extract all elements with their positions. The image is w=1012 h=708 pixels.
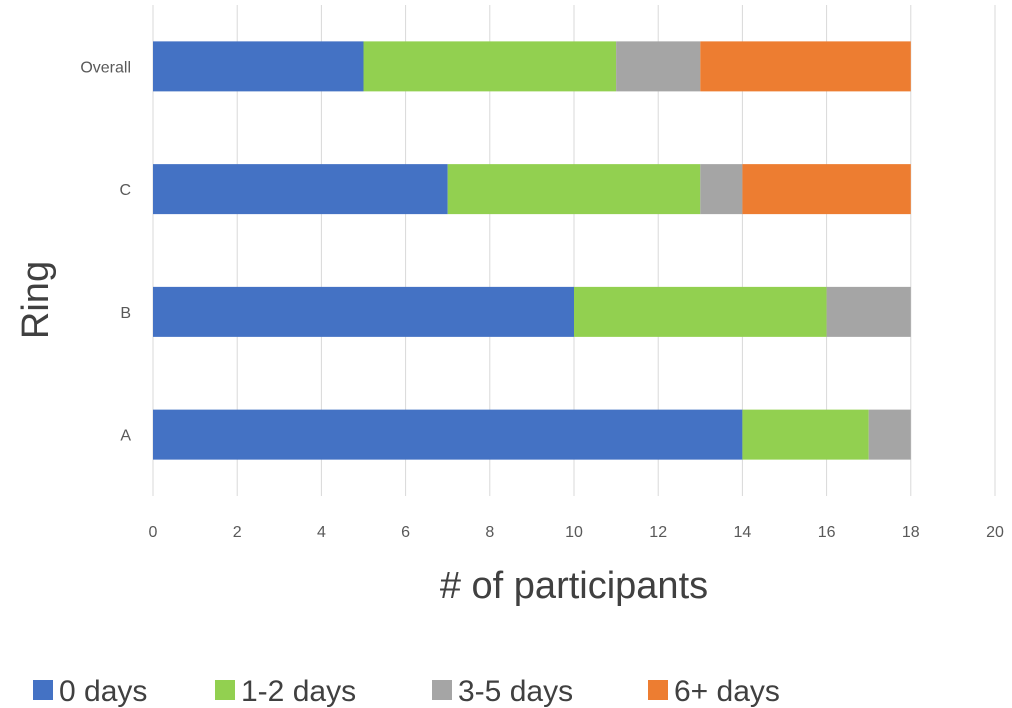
bar-segment [363, 41, 617, 92]
y-category-label: B [120, 305, 131, 322]
bar-segment [700, 41, 911, 92]
bar-segment [742, 409, 869, 460]
legend-label: 3-5 days [458, 675, 573, 708]
y-axis-title: Ring [15, 261, 57, 339]
x-tick-label: 18 [902, 524, 920, 541]
bar-segment [616, 41, 701, 92]
bars [153, 41, 911, 460]
bar-segment [153, 286, 574, 337]
x-tick-label: 2 [233, 524, 242, 541]
x-tick-label: 0 [149, 524, 158, 541]
legend-label: 1-2 days [241, 675, 356, 708]
legend-label: 6+ days [674, 675, 780, 708]
y-category-label: A [120, 428, 131, 445]
x-tick-label: 10 [565, 524, 583, 541]
bar-segment [153, 409, 743, 460]
legend: 0 days 1-2 days 3-5 days 6+ days [33, 675, 780, 708]
bar-segment [574, 286, 827, 337]
x-axis-title: # of participants [440, 565, 708, 607]
x-tick-labels: 0 2 4 6 8 10 12 14 16 18 20 [149, 524, 1004, 541]
bar-segment [153, 41, 364, 92]
legend-swatch [432, 680, 452, 700]
bar-segment [826, 286, 911, 337]
legend-label: 0 days [59, 675, 147, 708]
x-tick-label: 6 [401, 524, 410, 541]
x-tick-label: 16 [818, 524, 836, 541]
legend-swatch [33, 680, 53, 700]
x-tick-label: 12 [649, 524, 667, 541]
x-tick-label: 14 [734, 524, 752, 541]
y-category-label: Overall [80, 59, 131, 76]
bar-segment [447, 164, 701, 215]
x-tick-label: 8 [485, 524, 494, 541]
bar-segment [700, 164, 743, 215]
category-labels: A B C Overall [80, 59, 131, 444]
legend-swatch [215, 680, 235, 700]
bar-segment [742, 164, 911, 215]
bar-segment [153, 164, 448, 215]
legend-swatch [648, 680, 668, 700]
x-tick-label: 20 [986, 524, 1004, 541]
x-tick-label: 4 [317, 524, 326, 541]
y-category-label: C [119, 182, 131, 199]
bar-segment [868, 409, 911, 460]
